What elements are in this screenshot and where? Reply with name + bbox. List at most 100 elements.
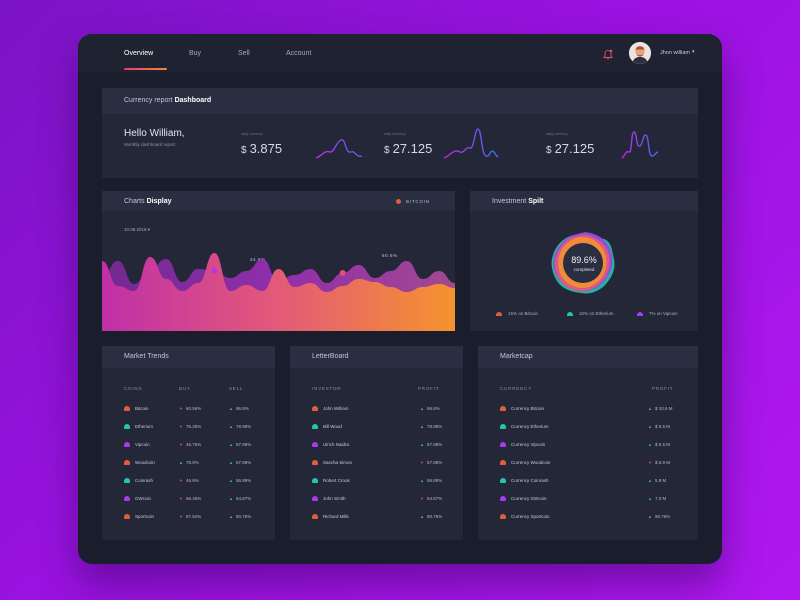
- nav-overview[interactable]: Overview: [124, 50, 154, 57]
- profit-value: ▲ 67.98%: [420, 442, 443, 447]
- coin-icon: [500, 442, 506, 447]
- arrow-up-icon: ▲: [420, 406, 424, 411]
- col-currency: CURRENCY: [500, 386, 532, 391]
- arrow-up-icon: ▲: [420, 442, 424, 447]
- user-name[interactable]: Jhon william: [660, 50, 690, 56]
- arrow-down-icon: ▼: [179, 514, 183, 519]
- arrow-up-icon: ▲: [179, 460, 183, 465]
- investment-percent-label: completed: [573, 267, 595, 272]
- table-row[interactable]: Woodcoin ▲ 78.9% ▲ 67.98%: [102, 460, 275, 474]
- table-row[interactable]: Currency Vipcoin ▲ $ 6.5 M: [478, 442, 698, 456]
- row-name: Bill Wood: [323, 424, 342, 429]
- row-name: John William: [323, 406, 349, 411]
- row-name: Currency Vipcoin: [511, 442, 546, 447]
- row-name: Richard Mills: [323, 514, 349, 519]
- arrow-down-icon: ▼: [648, 460, 652, 465]
- profit-value: ▼ 67.98%: [420, 460, 443, 465]
- col-sell: SELL: [229, 386, 244, 391]
- coin-icon: [124, 424, 130, 429]
- sell-value: ▲ 67.98%: [229, 442, 252, 447]
- table-row[interactable]: Currency Coinrash ▲ 5.8 M: [478, 478, 698, 492]
- bitcoin-area-chart: [102, 253, 455, 331]
- table-row[interactable]: GWcoin ▼ 56.45% ▲ 54.87%: [102, 496, 275, 510]
- coin-icon: [312, 478, 318, 483]
- arrow-up-icon: ▲: [229, 478, 233, 483]
- greeting-subtitle: Monthly dashboard report: [124, 142, 176, 147]
- profit-value: ▲ 56.89%: [420, 478, 443, 483]
- table-row[interactable]: Ulrich Naidra ▲ 67.98%: [290, 442, 463, 456]
- arrow-down-icon: ▼: [179, 406, 183, 411]
- sell-value: ▲ 56.89%: [229, 478, 252, 483]
- row-name: Robert Crook: [323, 478, 350, 483]
- table-row[interactable]: Bitcoin ▼ 60.56% ▲ 96.8%: [102, 406, 275, 420]
- coin-icon: [500, 424, 506, 429]
- profit-value: ▲ 5.8 M: [648, 478, 667, 483]
- profit-value: ▲ 96.8%: [420, 406, 440, 411]
- stat-2-sparkline: [443, 128, 499, 159]
- etherium-icon: [567, 311, 573, 316]
- arrow-up-icon: ▲: [420, 424, 424, 429]
- row-name: Currency Coinrash: [511, 478, 549, 483]
- row-name: Etherium: [135, 424, 154, 429]
- table-row[interactable]: Currency Woodcoin ▼ $ 6.9 M: [478, 460, 698, 474]
- coin-icon: [124, 496, 130, 501]
- table-row[interactable]: Richard Mills ▲ 90.76%: [290, 514, 463, 528]
- nav-buy[interactable]: Buy: [189, 50, 202, 57]
- notification-bell-icon[interactable]: [602, 48, 614, 60]
- coin-icon: [124, 460, 130, 465]
- date-selector[interactable]: 10.08.2018 ▾: [124, 227, 151, 232]
- charts-display-title: Charts Display: [124, 198, 172, 205]
- row-name: Vipcoin: [135, 442, 150, 447]
- coin-icon: [500, 478, 506, 483]
- coin-icon: [312, 406, 318, 411]
- col-buy: BUY: [179, 386, 191, 391]
- nav-account[interactable]: Account: [286, 50, 312, 57]
- buy-value: ▼ 76.25%: [179, 424, 202, 429]
- coin-icon: [500, 406, 506, 411]
- profit-value: ▲ $ 10.6 M: [648, 406, 673, 411]
- table-row[interactable]: Vipcoin ▼ 45.75% ▲ 67.98%: [102, 442, 275, 456]
- arrow-up-icon: ▲: [229, 424, 233, 429]
- bitcoin-icon: [496, 311, 502, 316]
- nav-sell[interactable]: Sell: [238, 50, 250, 57]
- user-menu-caret-icon[interactable]: ▾: [692, 49, 695, 55]
- peak-label-2: 60.5%: [382, 253, 398, 258]
- table-row[interactable]: Currency Etherium ▲ $ 6.5 M: [478, 424, 698, 438]
- profit-value: ▼ 54.87%: [420, 496, 443, 501]
- row-name: Currency Etherium: [511, 424, 549, 429]
- stat-2-value: $27.125: [384, 141, 433, 156]
- row-name: Coinrash: [135, 478, 154, 483]
- letterboard-card: LetterBoard INVESTOR PROFIT John William…: [290, 346, 463, 540]
- table-row[interactable]: Sportcoin ▼ 87.54% ▲ 90.76%: [102, 514, 275, 528]
- coin-icon: [124, 442, 130, 447]
- arrow-down-icon: ▼: [179, 424, 183, 429]
- stat-3-sparkline: [621, 131, 659, 159]
- stat-1-label: daily currency: [241, 132, 263, 136]
- arrow-up-icon: ▲: [229, 514, 233, 519]
- table-row[interactable]: Etherium ▼ 76.25% ▲ 78.98%: [102, 424, 275, 438]
- table-row[interactable]: John Smith ▼ 54.87%: [290, 496, 463, 510]
- currency-report-title: Currency report Dashboard: [124, 97, 212, 104]
- profit-value: ▲ 78.98%: [420, 424, 443, 429]
- legend-vipcoin: 7% on Vipcoin: [637, 311, 678, 316]
- table-row[interactable]: Robert Crook ▲ 56.89%: [290, 478, 463, 492]
- arrow-down-icon: ▼: [420, 460, 424, 465]
- arrow-up-icon: ▲: [420, 478, 424, 483]
- greeting: Hello William,: [124, 128, 185, 139]
- peak-marker[interactable]: [339, 270, 346, 276]
- table-row[interactable]: Currency GWcoin ▲ 7.3 M: [478, 496, 698, 510]
- table-row[interactable]: Currency Bitcoin ▲ $ 10.6 M: [478, 406, 698, 420]
- sell-value: ▲ 90.76%: [229, 514, 252, 519]
- top-nav-bar: Overview Buy Sell Account Jhon william ▾: [78, 34, 722, 72]
- col-coins: COINS: [124, 386, 143, 391]
- table-row[interactable]: Sascha Simon ▼ 67.98%: [290, 460, 463, 474]
- dashboard-window: Overview Buy Sell Account Jhon william ▾…: [78, 34, 722, 564]
- table-row[interactable]: Currency Sportcoin ▲ 90.76%: [478, 514, 698, 528]
- peak-marker[interactable]: [211, 268, 218, 274]
- table-row[interactable]: Coinrash ▼ 46.8% ▲ 56.89%: [102, 478, 275, 492]
- user-avatar[interactable]: [629, 42, 651, 64]
- market-trends-card: Market Trends COINS BUY SELL Bitcoin ▼ 60.…: [102, 346, 275, 540]
- table-row[interactable]: John William ▲ 96.8%: [290, 406, 463, 420]
- table-row[interactable]: Bill Wood ▲ 78.98%: [290, 424, 463, 438]
- profit-value: ▲ $ 6.5 M: [648, 424, 670, 429]
